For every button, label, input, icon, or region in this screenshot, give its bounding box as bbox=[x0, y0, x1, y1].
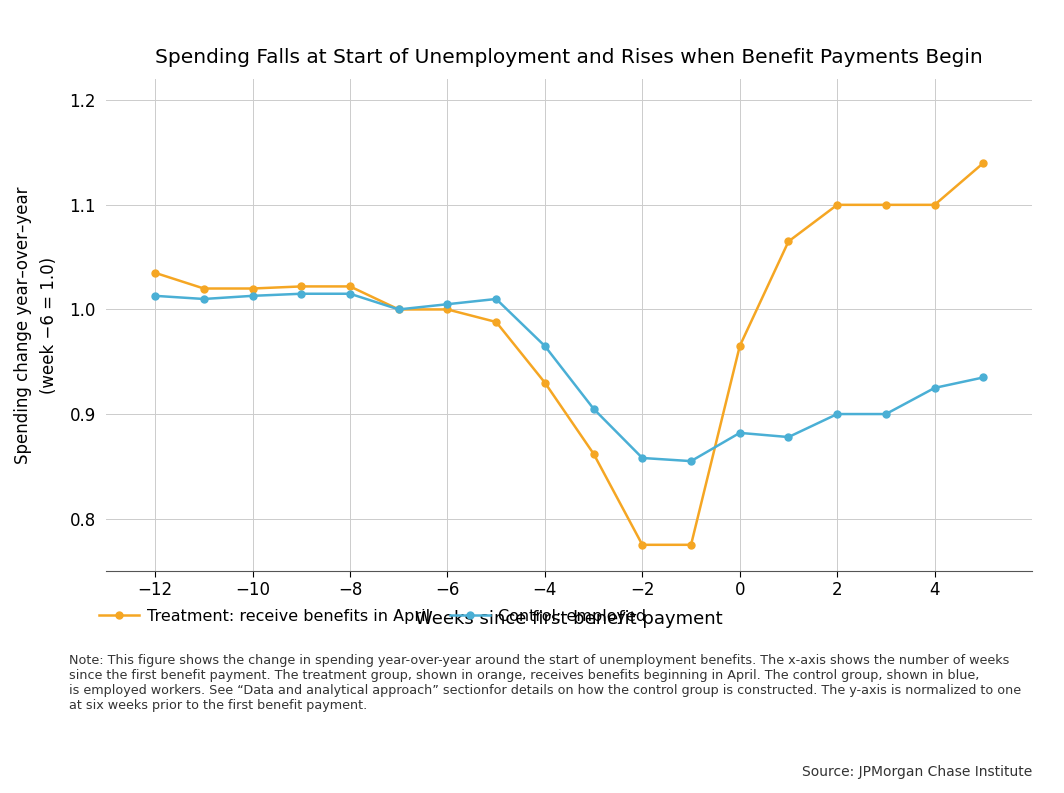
Y-axis label: Spending change year–over–year
(week −6 = 1.0): Spending change year–over–year (week −6 … bbox=[14, 186, 59, 464]
X-axis label: Weeks since first benefit payment: Weeks since first benefit payment bbox=[415, 611, 724, 629]
Legend: Treatment: receive benefits in April, Control: employed: Treatment: receive benefits in April, Co… bbox=[94, 603, 652, 630]
Text: Source: JPMorgan Chase Institute: Source: JPMorgan Chase Institute bbox=[802, 764, 1032, 779]
Title: Spending Falls at Start of Unemployment and Rises when Benefit Payments Begin: Spending Falls at Start of Unemployment … bbox=[155, 48, 983, 67]
Text: Note: This figure shows the change in spending year-over-year around the start o: Note: This figure shows the change in sp… bbox=[69, 654, 1021, 712]
